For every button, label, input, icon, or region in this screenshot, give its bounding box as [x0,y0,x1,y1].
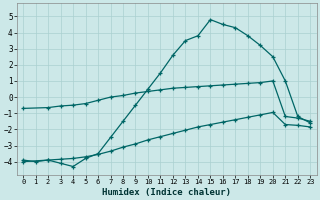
X-axis label: Humidex (Indice chaleur): Humidex (Indice chaleur) [102,188,231,197]
